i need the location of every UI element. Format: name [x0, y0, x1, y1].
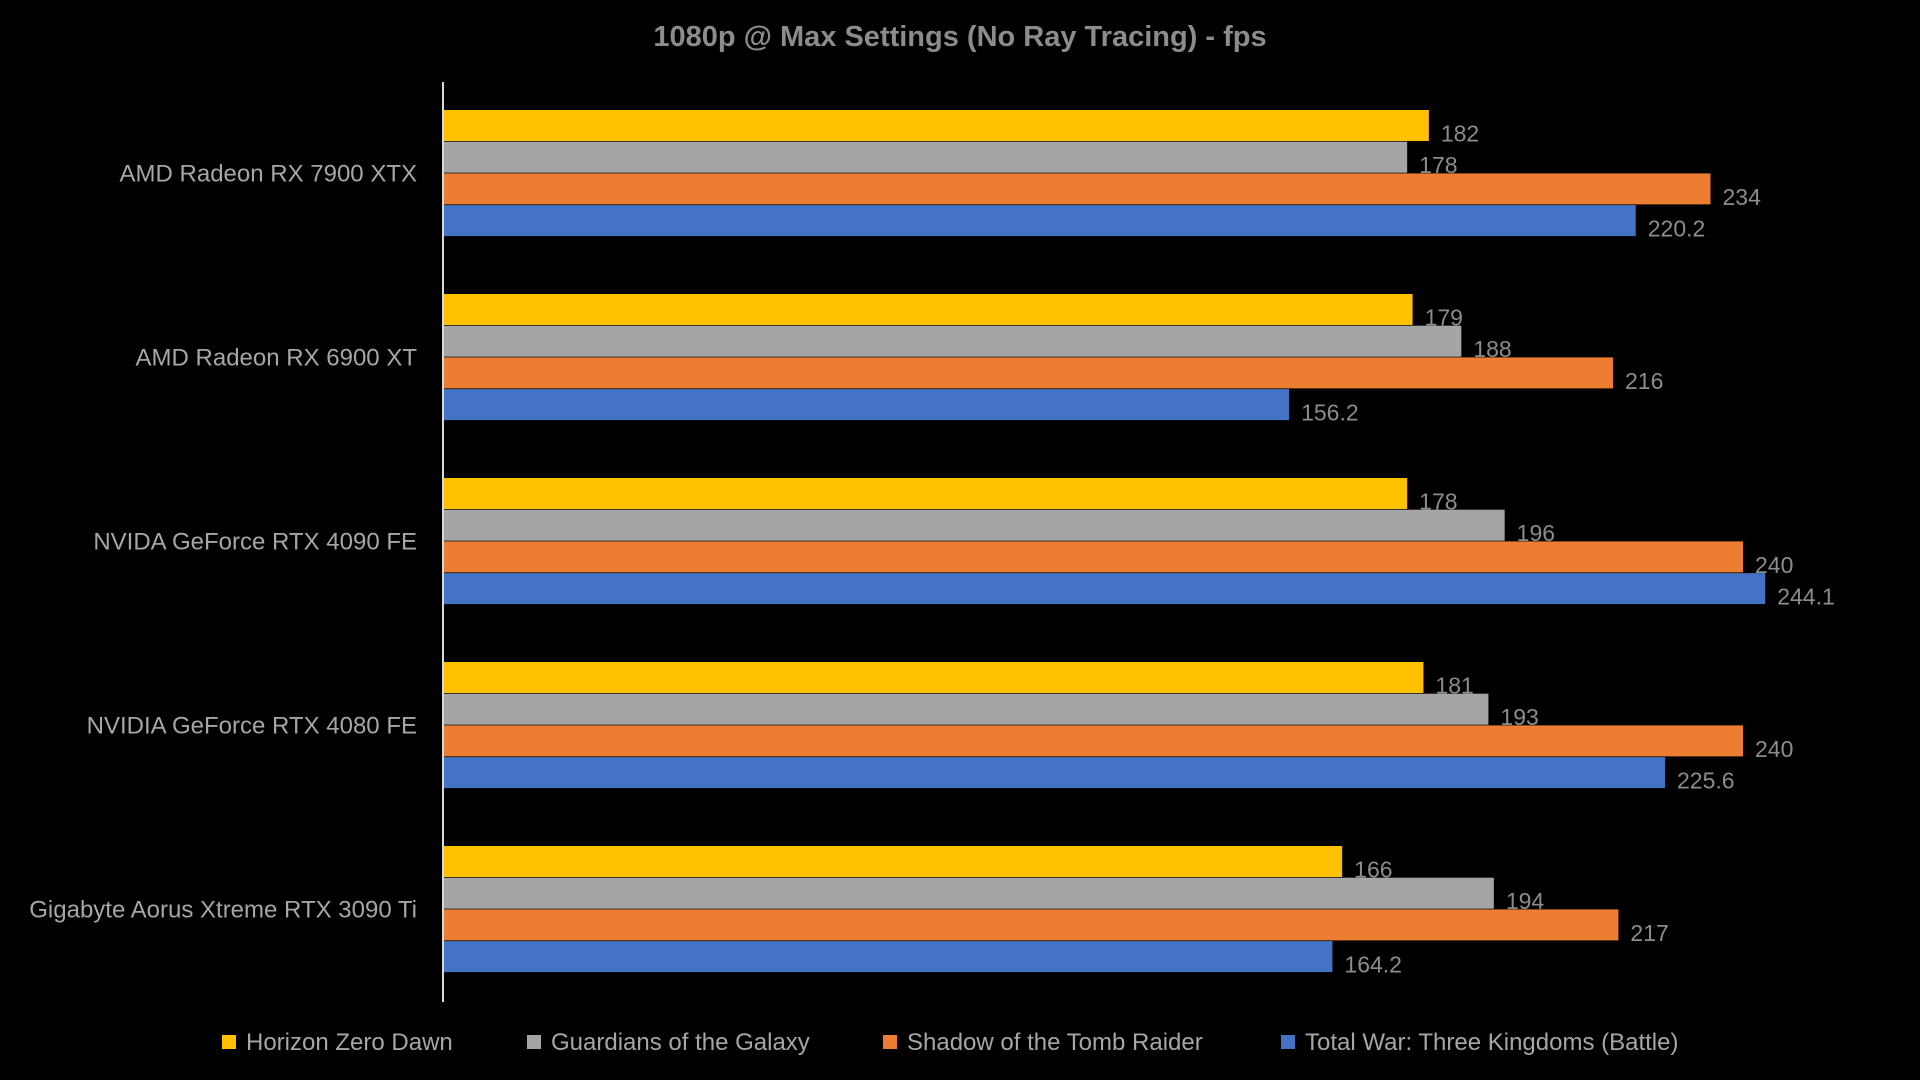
bar-nvidia-geforce-rtx-4080-fe-horizon-zero-dawn — [443, 662, 1424, 693]
value-label-amd-radeon-rx-7900-xtx-shadow-of-the-tomb-raider: 234 — [1723, 184, 1762, 210]
bars-layer: 182178234220.2179188216156.2178196240244… — [443, 110, 1835, 978]
value-label-gigabyte-aorus-xtreme-rtx-3090-ti-total-war-three-kingdoms-battle: 164.2 — [1344, 952, 1402, 978]
category-label-amd-radeon-rx-6900-xt: AMD Radeon RX 6900 XT — [136, 344, 418, 371]
value-label-nvidia-geforce-rtx-4080-fe-shadow-of-the-tomb-raider: 240 — [1755, 736, 1793, 762]
legend-swatch-total-war-three-kingdoms-battle — [1281, 1035, 1295, 1049]
bar-amd-radeon-rx-6900-xt-guardians-of-the-galaxy — [443, 325, 1462, 357]
chart-title: 1080p @ Max Settings (No Ray Tracing) - … — [653, 21, 1266, 53]
value-label-amd-radeon-rx-6900-xt-total-war-three-kingdoms-battle: 156.2 — [1301, 400, 1359, 426]
value-label-amd-radeon-rx-6900-xt-shadow-of-the-tomb-raider: 216 — [1625, 368, 1663, 394]
bar-nvidia-geforce-rtx-4080-fe-shadow-of-the-tomb-raider — [443, 725, 1743, 757]
legend-label-guardians-of-the-galaxy: Guardians of the Galaxy — [551, 1029, 810, 1056]
bar-nvida-geforce-rtx-4090-fe-guardians-of-the-galaxy — [443, 509, 1505, 541]
bar-amd-radeon-rx-7900-xtx-horizon-zero-dawn — [443, 110, 1429, 141]
legend-swatch-horizon-zero-dawn — [222, 1035, 236, 1049]
bar-amd-radeon-rx-6900-xt-shadow-of-the-tomb-raider — [443, 357, 1613, 389]
bar-amd-radeon-rx-6900-xt-total-war-three-kingdoms-battle — [443, 389, 1290, 421]
legend-label-total-war-three-kingdoms-battle: Total War: Three Kingdoms (Battle) — [1305, 1029, 1678, 1056]
legend: Horizon Zero Dawn Guardians of the Galaxy… — [222, 1029, 1678, 1056]
value-label-amd-radeon-rx-7900-xtx-horizon-zero-dawn: 182 — [1441, 121, 1479, 147]
legend-label-shadow-of-the-tomb-raider: Shadow of the Tomb Raider — [907, 1029, 1203, 1056]
bar-gigabyte-aorus-xtreme-rtx-3090-ti-guardians-of-the-galaxy — [443, 877, 1494, 909]
bar-gigabyte-aorus-xtreme-rtx-3090-ti-horizon-zero-dawn — [443, 846, 1343, 877]
bar-nvida-geforce-rtx-4090-fe-total-war-three-kingdoms-battle — [443, 573, 1766, 605]
legend-swatch-shadow-of-the-tomb-raider — [883, 1035, 897, 1049]
value-label-nvidia-geforce-rtx-4080-fe-total-war-three-kingdoms-battle: 225.6 — [1677, 768, 1735, 794]
bar-nvidia-geforce-rtx-4080-fe-guardians-of-the-galaxy — [443, 693, 1489, 725]
value-label-amd-radeon-rx-7900-xtx-total-war-three-kingdoms-battle: 220.2 — [1648, 216, 1706, 242]
category-labels: AMD Radeon RX 7900 XTX AMD Radeon RX 6900… — [29, 160, 417, 923]
legend-label-horizon-zero-dawn: Horizon Zero Dawn — [246, 1029, 453, 1056]
bar-gigabyte-aorus-xtreme-rtx-3090-ti-total-war-three-kingdoms-battle — [443, 941, 1333, 973]
bar-nvidia-geforce-rtx-4080-fe-total-war-three-kingdoms-battle — [443, 757, 1665, 789]
category-label-gigabyte-aorus-xtreme-rtx-3090-ti: Gigabyte Aorus Xtreme RTX 3090 Ti — [29, 896, 417, 923]
bar-gigabyte-aorus-xtreme-rtx-3090-ti-shadow-of-the-tomb-raider — [443, 909, 1619, 941]
category-label-nvida-geforce-rtx-4090-fe: NVIDA GeForce RTX 4090 FE — [93, 528, 417, 555]
bar-amd-radeon-rx-7900-xtx-shadow-of-the-tomb-raider — [443, 173, 1711, 205]
value-label-nvida-geforce-rtx-4090-fe-total-war-three-kingdoms-battle: 244.1 — [1777, 584, 1835, 610]
value-label-gigabyte-aorus-xtreme-rtx-3090-ti-shadow-of-the-tomb-raider: 217 — [1630, 920, 1668, 946]
bar-amd-radeon-rx-6900-xt-horizon-zero-dawn — [443, 294, 1413, 325]
category-label-nvidia-geforce-rtx-4080-fe: NVIDIA GeForce RTX 4080 FE — [87, 712, 417, 739]
bar-nvida-geforce-rtx-4090-fe-horizon-zero-dawn — [443, 478, 1408, 509]
bar-amd-radeon-rx-7900-xtx-total-war-three-kingdoms-battle — [443, 205, 1636, 237]
legend-swatch-guardians-of-the-galaxy — [527, 1035, 541, 1049]
bar-nvida-geforce-rtx-4090-fe-shadow-of-the-tomb-raider — [443, 541, 1743, 573]
bar-amd-radeon-rx-7900-xtx-guardians-of-the-galaxy — [443, 141, 1408, 173]
category-label-amd-radeon-rx-7900-xtx: AMD Radeon RX 7900 XTX — [120, 160, 417, 187]
